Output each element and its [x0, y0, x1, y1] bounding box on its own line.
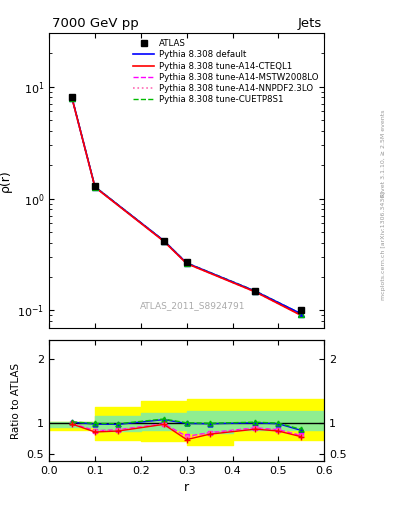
- Pythia 8.308 tune-CUETP8S1: [162, 238, 166, 244]
- Pythia 8.308 tune-A14-MSTW2008LO: [70, 95, 74, 101]
- Text: 7000 GeV pp: 7000 GeV pp: [52, 17, 139, 30]
- Line: Pythia 8.308 tune-A14-CTEQL1: Pythia 8.308 tune-A14-CTEQL1: [72, 98, 301, 315]
- Pythia 8.308 tune-A14-NNPDF2.3LO: [70, 95, 74, 101]
- Pythia 8.308 default: [184, 260, 189, 266]
- Line: Pythia 8.308 tune-A14-MSTW2008LO: Pythia 8.308 tune-A14-MSTW2008LO: [72, 98, 301, 315]
- Text: ATLAS_2011_S8924791: ATLAS_2011_S8924791: [140, 301, 245, 310]
- Text: mcplots.cern.ch [arXiv:1306.3436]: mcplots.cern.ch [arXiv:1306.3436]: [381, 191, 386, 300]
- Pythia 8.308 tune-CUETP8S1: [299, 311, 304, 317]
- Pythia 8.308 tune-A14-CTEQL1: [184, 261, 189, 267]
- Pythia 8.308 default: [162, 238, 166, 244]
- Pythia 8.308 tune-A14-NNPDF2.3LO: [184, 261, 189, 267]
- ATLAS: [253, 288, 258, 294]
- Y-axis label: Ratio to ATLAS: Ratio to ATLAS: [11, 362, 21, 439]
- Pythia 8.308 tune-A14-CTEQL1: [70, 95, 74, 101]
- ATLAS: [184, 259, 189, 265]
- Pythia 8.308 tune-CUETP8S1: [184, 260, 189, 266]
- ATLAS: [70, 94, 74, 100]
- ATLAS: [93, 183, 97, 189]
- Pythia 8.308 tune-A14-NNPDF2.3LO: [93, 184, 97, 190]
- Pythia 8.308 tune-A14-MSTW2008LO: [299, 312, 304, 318]
- Line: Pythia 8.308 tune-A14-NNPDF2.3LO: Pythia 8.308 tune-A14-NNPDF2.3LO: [72, 98, 301, 315]
- Line: Pythia 8.308 tune-CUETP8S1: Pythia 8.308 tune-CUETP8S1: [72, 98, 301, 314]
- Pythia 8.308 tune-CUETP8S1: [93, 184, 97, 190]
- Y-axis label: ρ(r): ρ(r): [0, 169, 12, 192]
- Pythia 8.308 tune-A14-MSTW2008LO: [162, 238, 166, 244]
- Pythia 8.308 tune-A14-MSTW2008LO: [253, 289, 258, 295]
- Pythia 8.308 tune-A14-NNPDF2.3LO: [162, 238, 166, 244]
- Pythia 8.308 tune-A14-NNPDF2.3LO: [253, 289, 258, 295]
- Line: Pythia 8.308 default: Pythia 8.308 default: [72, 98, 301, 314]
- Text: Rivet 3.1.10, ≥ 2.5M events: Rivet 3.1.10, ≥ 2.5M events: [381, 110, 386, 197]
- Pythia 8.308 tune-A14-CTEQL1: [162, 238, 166, 244]
- ATLAS: [162, 238, 166, 244]
- Pythia 8.308 tune-CUETP8S1: [253, 288, 258, 294]
- Pythia 8.308 default: [70, 95, 74, 101]
- Pythia 8.308 tune-CUETP8S1: [70, 95, 74, 101]
- Line: ATLAS: ATLAS: [68, 94, 305, 314]
- Pythia 8.308 tune-A14-CTEQL1: [93, 184, 97, 190]
- Text: Jets: Jets: [297, 17, 321, 30]
- Pythia 8.308 tune-A14-NNPDF2.3LO: [299, 312, 304, 318]
- Pythia 8.308 tune-A14-CTEQL1: [253, 289, 258, 295]
- ATLAS: [299, 307, 304, 313]
- Pythia 8.308 default: [93, 184, 97, 190]
- Legend: ATLAS, Pythia 8.308 default, Pythia 8.308 tune-A14-CTEQL1, Pythia 8.308 tune-A14: ATLAS, Pythia 8.308 default, Pythia 8.30…: [129, 36, 321, 108]
- Pythia 8.308 default: [253, 288, 258, 294]
- X-axis label: r: r: [184, 481, 189, 494]
- Pythia 8.308 tune-A14-MSTW2008LO: [93, 184, 97, 190]
- Pythia 8.308 default: [299, 311, 304, 317]
- Pythia 8.308 tune-A14-CTEQL1: [299, 312, 304, 318]
- Pythia 8.308 tune-A14-MSTW2008LO: [184, 260, 189, 266]
